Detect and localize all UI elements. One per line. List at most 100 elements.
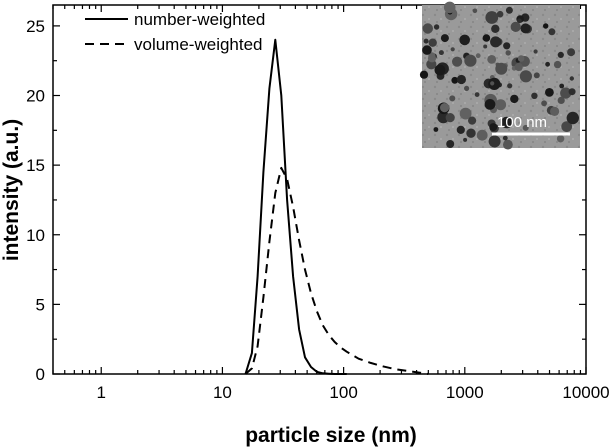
inset-particle <box>463 137 468 142</box>
inset-particle <box>466 128 476 138</box>
inset-particle <box>446 140 455 148</box>
inset-particle <box>568 88 576 96</box>
tem-inset-image: 100 nm <box>419 1 580 150</box>
x-tick-label: 10 <box>213 383 232 402</box>
inset-particle <box>488 135 501 148</box>
inset-particle <box>433 127 439 132</box>
inset-particle <box>495 99 507 111</box>
inset-particle <box>440 103 450 113</box>
legend-label-volume-weighted: volume-weighted <box>134 35 263 54</box>
inset-particle <box>450 47 455 52</box>
y-tick-label: 20 <box>26 87 45 106</box>
inset-particle <box>507 83 513 89</box>
inset-particle <box>553 60 562 69</box>
inset-particle <box>533 72 540 79</box>
inset-particle <box>464 85 470 91</box>
inset-particle <box>438 50 444 56</box>
series-layer <box>244 38 429 375</box>
inset-particle <box>487 55 497 64</box>
legend: number-weighted volume-weighted <box>85 10 265 54</box>
inset-particle <box>503 42 511 50</box>
inset-particle <box>520 23 531 34</box>
inset-particle <box>489 123 498 132</box>
inset-particle <box>517 55 525 62</box>
inset-particle <box>491 24 500 33</box>
inset-particle <box>569 76 574 81</box>
inset-particle <box>545 61 550 67</box>
inset-particle <box>449 95 456 102</box>
inset-particle <box>543 23 549 29</box>
inset-particle <box>459 34 471 46</box>
inset-particles <box>419 1 579 150</box>
inset-particle <box>440 34 449 43</box>
y-tick-label: 10 <box>26 226 45 245</box>
inset-particle <box>423 38 429 44</box>
y-tick-label: 5 <box>36 295 45 314</box>
inset-particle <box>559 83 565 89</box>
inset-particle <box>464 54 477 67</box>
inset-particle <box>496 10 504 18</box>
inset-particle <box>566 111 579 125</box>
plot-area <box>52 4 587 375</box>
inset-particle <box>519 70 533 83</box>
y-tick-label: 0 <box>36 365 45 384</box>
inset-particle <box>556 135 565 143</box>
legend-label-number-weighted: number-weighted <box>134 10 265 29</box>
inset-particle <box>433 24 440 30</box>
inset-particle <box>468 116 477 125</box>
inset-particle <box>503 139 513 150</box>
inset-particle <box>505 50 511 56</box>
x-tick-label: 100 <box>329 383 357 402</box>
inset-particle <box>560 87 572 99</box>
inset-particle <box>475 53 481 59</box>
inset-particle <box>531 92 538 100</box>
inset-particle <box>452 56 463 67</box>
inset-particle <box>456 125 465 134</box>
inset-particle <box>567 48 576 57</box>
inset-particle <box>437 111 450 124</box>
inset-particle <box>476 129 488 141</box>
inset-particle <box>445 113 455 123</box>
inset-particle <box>502 135 508 141</box>
scale-bar-label: 100 nm <box>497 114 547 131</box>
x-axis: 1 10 100 1000 10000 <box>52 5 610 402</box>
inset-particle <box>557 51 564 59</box>
inset-particle <box>474 92 480 97</box>
inset-particle <box>533 49 538 54</box>
plot-frame <box>52 4 587 375</box>
inset-particle <box>484 99 496 110</box>
x-tick-label: 10000 <box>562 383 609 402</box>
inset-particle <box>488 77 501 90</box>
inset-particle <box>483 44 488 49</box>
inset-particle <box>456 74 466 85</box>
inset-particle <box>419 70 429 79</box>
inset-particle <box>422 23 433 34</box>
y-axis: 0 5 10 15 20 25 <box>26 17 586 384</box>
inset-particle <box>517 18 522 24</box>
inset-particle <box>550 106 560 116</box>
series-line-volume-weighted <box>244 166 429 375</box>
inset-particle <box>541 100 547 107</box>
inset-particle <box>434 64 446 76</box>
inset-particle <box>505 6 513 14</box>
inset-particle <box>459 107 472 120</box>
inset-particle <box>500 116 513 129</box>
inset-particle <box>443 1 456 14</box>
x-axis-label: particle size (nm) <box>245 424 417 447</box>
inset-particle <box>510 94 519 104</box>
series-line-number-weighted <box>244 38 347 375</box>
x-tick-label: 1000 <box>446 383 484 402</box>
inset-particle <box>557 96 565 104</box>
inset-particle <box>472 8 478 14</box>
inset-particle <box>561 121 573 132</box>
inset-particle <box>545 88 554 97</box>
y-tick-label: 15 <box>26 156 45 175</box>
inset-particle <box>428 52 436 60</box>
inset-particle <box>522 124 529 131</box>
inset-particle <box>428 38 437 47</box>
inset-particle <box>482 34 491 42</box>
y-axis-label: intensity (a.u.) <box>0 119 23 261</box>
x-tick-label: 1 <box>96 383 105 402</box>
inset-particle <box>514 62 523 72</box>
